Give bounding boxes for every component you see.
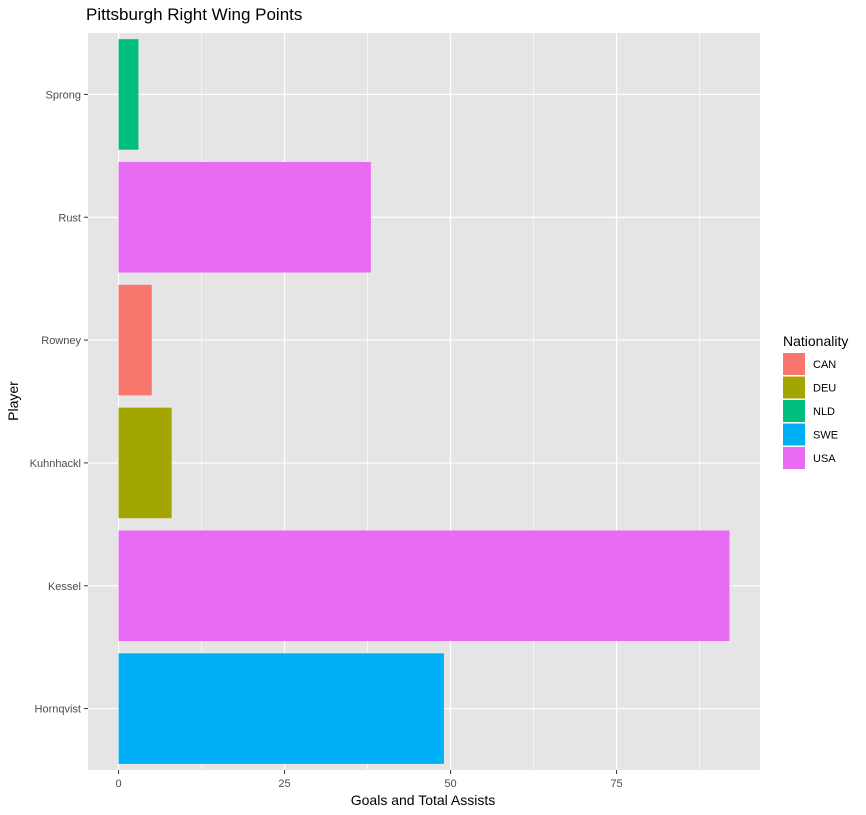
x-tick-label: 50	[444, 778, 456, 790]
bar-sprong	[118, 39, 139, 150]
bars	[118, 39, 730, 764]
y-tick-label: Hornqvist	[35, 704, 81, 716]
y-tick-label: Rowney	[41, 335, 81, 347]
y-axis-title: Player	[5, 381, 21, 421]
plot-panel	[88, 33, 760, 770]
x-tick-label: 75	[610, 778, 622, 790]
legend-title: Nationality	[783, 333, 848, 349]
legend: Nationality CAN DEU NLD SWE USA	[783, 333, 848, 469]
bar-rowney	[118, 284, 152, 396]
legend-label: DEU	[813, 383, 836, 395]
legend-key-swe	[783, 423, 805, 446]
bar-kessel	[118, 530, 730, 642]
y-tick-label: Kuhnhackl	[30, 458, 81, 470]
legend-label: USA	[813, 453, 836, 465]
bar-hornqvist	[118, 653, 444, 764]
legend-key-deu	[783, 376, 805, 399]
x-axis-title: Goals and Total Assists	[351, 792, 495, 808]
y-tick-label: Sprong	[46, 89, 81, 101]
x-tick-label: 25	[278, 778, 290, 790]
bar-rust	[118, 161, 371, 273]
legend-label: CAN	[813, 359, 836, 371]
bar-kuhnhackl	[118, 407, 172, 519]
legend-key-can	[783, 353, 805, 375]
legend-key-usa	[783, 447, 805, 469]
y-tick-label: Kessel	[48, 581, 81, 593]
legend-key-nld	[783, 400, 805, 422]
legend-label: NLD	[813, 406, 835, 418]
x-tick-label: 0	[115, 778, 121, 790]
legend-label: SWE	[813, 430, 838, 442]
y-tick-label: Rust	[58, 212, 81, 224]
axes: Hornqvist Kessel Kuhnhackl Rowney Rust Sprong…	[30, 89, 623, 790]
chart-title: Pittsburgh Right Wing Points	[86, 5, 302, 24]
